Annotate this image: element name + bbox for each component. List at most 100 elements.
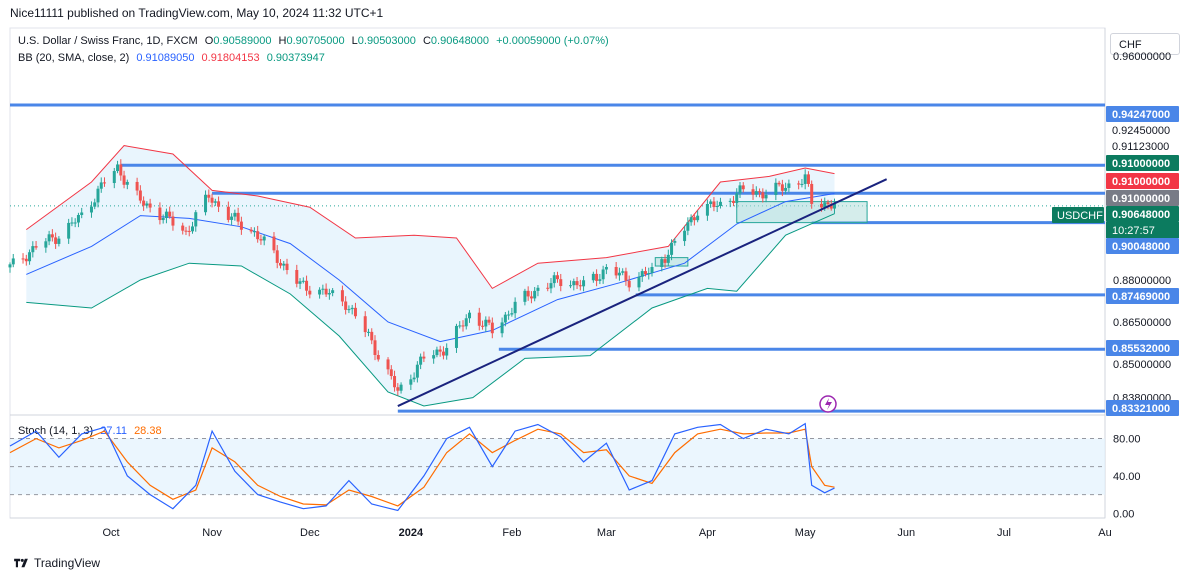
candle-body	[640, 271, 644, 277]
candle-body	[324, 288, 328, 295]
candle-body	[683, 230, 687, 242]
candle-body	[262, 236, 266, 241]
candle-body	[484, 319, 488, 327]
candle-body	[347, 309, 351, 311]
time-tick-label: Jun	[897, 527, 915, 539]
candle-body	[145, 203, 149, 206]
level-tag	[1106, 190, 1179, 206]
candle-body	[226, 206, 230, 220]
candle-body	[67, 222, 71, 239]
candle-body	[305, 280, 309, 291]
candle-body	[774, 182, 778, 195]
candle-body	[692, 217, 696, 221]
candle-body	[350, 307, 354, 310]
candle-body	[321, 288, 325, 290]
time-tick-label: 2024	[399, 527, 424, 539]
candle-body	[735, 193, 739, 203]
high-value: 0.90705000	[286, 35, 345, 47]
candle-body	[373, 340, 377, 355]
level-tag-label: 0.85532000	[1112, 343, 1170, 355]
candle-body	[458, 325, 462, 327]
candle-body	[285, 263, 289, 270]
candle-body	[236, 212, 240, 222]
chart-frame	[9, 27, 1106, 519]
lightning-icon	[825, 398, 832, 410]
candle-body	[272, 236, 276, 251]
candle-body	[529, 296, 533, 299]
candle-body	[370, 331, 374, 341]
candle-body	[54, 237, 58, 244]
level-tag	[1106, 206, 1179, 222]
candle-body	[454, 325, 458, 348]
bollinger-fill	[26, 145, 835, 406]
candle-body	[823, 202, 827, 208]
candle-body	[331, 290, 335, 294]
candle-body	[758, 191, 762, 193]
candle-body	[278, 262, 282, 266]
time-tick-label: Mar	[597, 527, 616, 539]
candle-body	[696, 215, 700, 221]
level-tag-label: 0.94247000	[1112, 109, 1170, 121]
level-tag-label: 0.91000000	[1112, 158, 1170, 170]
candle-body	[275, 250, 279, 263]
candle-body	[810, 183, 814, 204]
candle-body	[637, 276, 641, 288]
bb-upper-value: 0.91804153	[201, 52, 260, 64]
candle-body	[572, 281, 576, 286]
candle-body	[438, 349, 442, 352]
candle-body	[217, 201, 221, 207]
candle-body	[89, 206, 93, 213]
price-tick-label: 0.88000000	[1113, 275, 1171, 287]
candle-body	[386, 359, 390, 370]
candle-body	[826, 202, 830, 205]
candle-body	[230, 216, 234, 220]
candle-body	[751, 189, 755, 195]
candle-body	[318, 289, 322, 295]
main-legend: U.S. Dollar / Swiss Franc, 1D, FXCM O0.9…	[18, 35, 609, 47]
candle-body	[477, 312, 481, 326]
bb-legend: BB (20, SMA, close, 2) 0.91089050 0.9180…	[18, 52, 325, 64]
candle-body	[187, 230, 191, 232]
candle-body	[833, 203, 837, 209]
candle-body	[500, 322, 504, 334]
candle-body	[624, 271, 628, 281]
symbol-tag	[1052, 207, 1104, 223]
candle-body	[650, 266, 654, 274]
stoch-tick-label: 40.00	[1113, 471, 1141, 483]
currency-button[interactable]: CHF	[1110, 33, 1180, 55]
candle-body	[366, 331, 370, 333]
time-tick-label: Au	[1098, 527, 1111, 539]
candle-body	[171, 216, 175, 226]
candle-body	[787, 183, 791, 188]
candle-body	[614, 266, 618, 276]
stoch-band-fill	[10, 438, 1105, 495]
level-tag-label: 0.91000000	[1112, 176, 1170, 188]
candle-body	[595, 273, 599, 281]
candle-body	[99, 182, 103, 189]
candle-body	[627, 280, 631, 288]
candle-body	[578, 285, 582, 287]
level-tag-label: 0.91000000	[1112, 193, 1170, 205]
open-value: 0.90589000	[213, 35, 272, 47]
candle-body	[819, 203, 823, 208]
candle-body	[777, 182, 781, 185]
tradingview-logo[interactable]: TradingView	[12, 556, 100, 570]
candle-body	[73, 222, 77, 224]
level-tag	[1106, 238, 1179, 254]
publisher-credit: Nice11111 published on TradingView.com, …	[10, 6, 384, 20]
candle-body	[526, 290, 530, 297]
candle-body	[705, 204, 709, 216]
candle-body	[575, 281, 579, 286]
level-tag	[1106, 288, 1179, 304]
candle-body	[800, 183, 804, 185]
candle-body	[441, 351, 445, 356]
candle-body	[399, 384, 403, 391]
candle-body	[419, 356, 423, 365]
candle-body	[686, 222, 690, 231]
candle-body	[559, 279, 563, 287]
candle-body	[741, 185, 745, 190]
candle-body	[673, 241, 677, 243]
candle-body	[784, 187, 788, 191]
stoch-label: Stoch (14, 1, 3)	[18, 425, 94, 437]
